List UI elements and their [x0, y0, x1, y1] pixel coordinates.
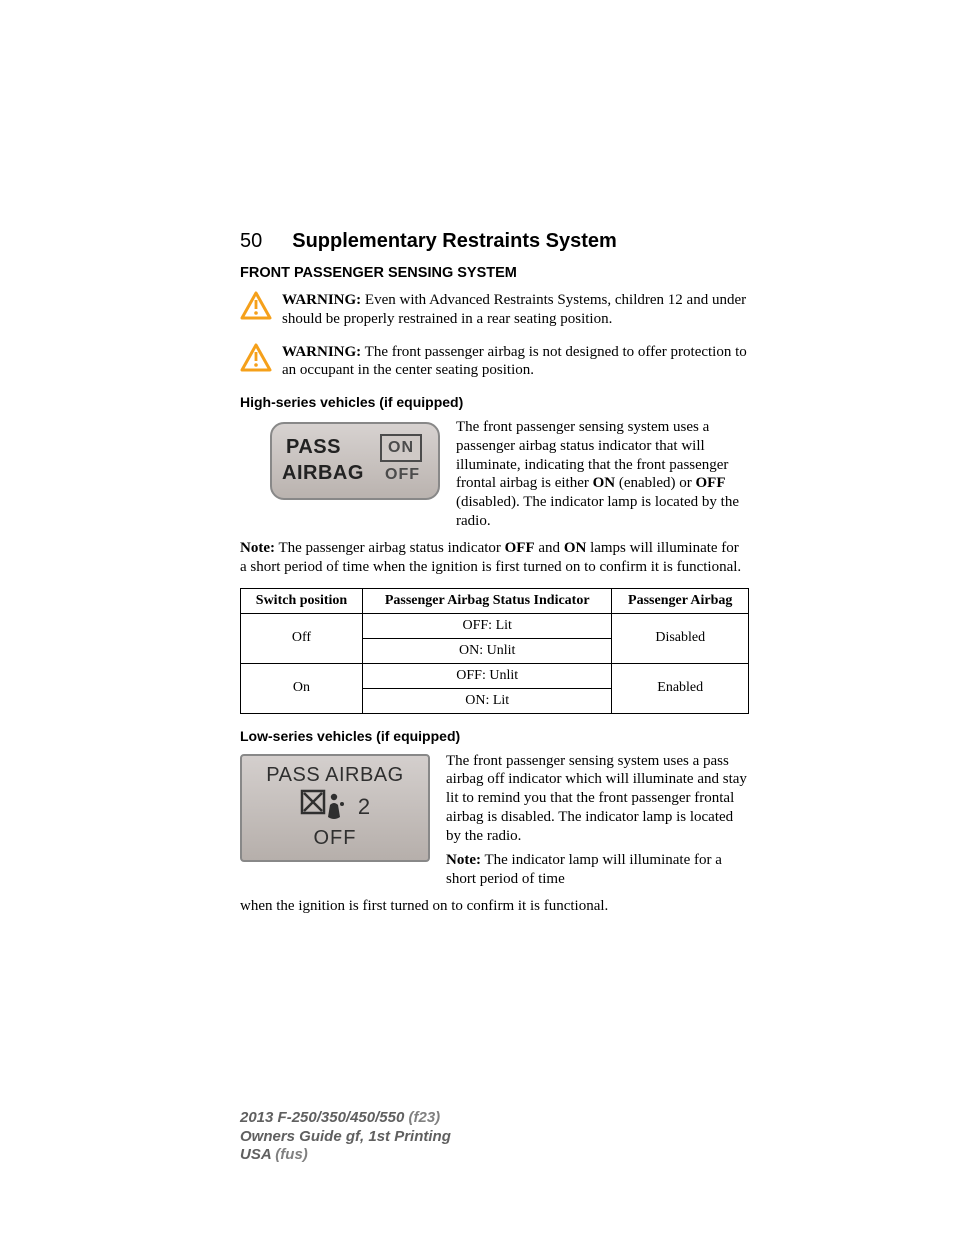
on-word: ON	[564, 540, 587, 556]
text-fragment: and	[535, 540, 564, 556]
airbag-status-table: Switch position Passenger Airbag Status …	[240, 588, 749, 714]
indicator-symbol-row: 2	[300, 789, 370, 825]
off-word: OFF	[696, 475, 726, 491]
table-cell: OFF: Unlit	[362, 663, 611, 688]
footer-line: 2013 F-250/350/450/550 (f23)	[240, 1109, 451, 1128]
warning-icon	[240, 343, 272, 373]
table-cell: Disabled	[612, 613, 749, 663]
table-cell: OFF: Lit	[362, 613, 611, 638]
low-series-figure: PASS AIRBAG 2 OFF	[240, 752, 430, 862]
high-series-figure: PASS AIRBAG ON OFF	[240, 418, 440, 500]
table-cell: ON: Lit	[362, 688, 611, 713]
warning-text: WARNING: Even with Advanced Restraints S…	[282, 291, 749, 329]
note-label: Note:	[240, 540, 275, 556]
warning-block: WARNING: The front passenger airbag is n…	[240, 343, 749, 381]
table-cell: Enabled	[612, 663, 749, 713]
text-fragment: (enabled) or	[615, 475, 695, 491]
low-series-row: PASS AIRBAG 2 OFF The front passenger se…	[240, 752, 749, 889]
table-header-row: Switch position Passenger Airbag Status …	[241, 588, 749, 613]
table-row: On OFF: Unlit Enabled	[241, 663, 749, 688]
indicator-airbag-label: AIRBAG	[282, 462, 364, 485]
footer-code: (fus)	[271, 1146, 308, 1163]
warning-label: WARNING:	[282, 344, 361, 360]
high-series-row: PASS AIRBAG ON OFF The front passenger s…	[240, 418, 749, 531]
footer-region: USA	[240, 1146, 271, 1163]
footer-model: 2013 F-250/350/450/550	[240, 1109, 404, 1126]
chapter-title: Supplementary Restraints System	[292, 230, 617, 253]
off-word: OFF	[505, 540, 535, 556]
warning-label: WARNING:	[282, 292, 361, 308]
note-paragraph: Note: The indicator lamp will illuminate…	[446, 851, 749, 889]
continuation-text: when the ignition is first turned on to …	[240, 897, 749, 917]
note-paragraph: Note: The passenger airbag status indica…	[240, 539, 749, 578]
section-heading: FRONT PASSENGER SENSING SYSTEM	[240, 265, 749, 281]
table-cell: ON: Unlit	[362, 638, 611, 663]
table-cell: On	[241, 663, 363, 713]
page: 50 Supplementary Restraints System FRONT…	[0, 0, 954, 1235]
table-header: Passenger Airbag Status Indicator	[362, 588, 611, 613]
page-header: 50 Supplementary Restraints System	[240, 230, 749, 253]
indicator-top-label: PASS AIRBAG	[266, 764, 403, 787]
low-series-text: The front passenger sensing system uses …	[446, 752, 749, 889]
text-paragraph: The front passenger sensing system uses …	[446, 752, 749, 846]
warning-icon	[240, 291, 272, 321]
table-header: Switch position	[241, 588, 363, 613]
pass-airbag-indicator-panel: PASS AIRBAG ON OFF	[270, 422, 440, 500]
warning-block: WARNING: Even with Advanced Restraints S…	[240, 291, 749, 329]
indicator-off-label: OFF	[385, 466, 420, 484]
warning-text: WARNING: The front passenger airbag is n…	[282, 343, 749, 381]
table-cell: Off	[241, 613, 363, 663]
text-fragment: The passenger airbag status indicator	[275, 540, 505, 556]
airbag-off-icon	[300, 789, 354, 825]
text-fragment: The indicator lamp will illuminate for a…	[446, 852, 722, 887]
page-footer: 2013 F-250/350/450/550 (f23) Owners Guid…	[240, 1109, 451, 1165]
subheading-low-series: Low-series vehicles (if equipped)	[240, 728, 749, 744]
note-label: Note:	[446, 852, 481, 868]
indicator-two-label: 2	[358, 794, 370, 820]
on-word: ON	[593, 475, 616, 491]
page-number: 50	[240, 230, 262, 253]
footer-line: USA (fus)	[240, 1146, 451, 1165]
footer-code: (f23)	[404, 1109, 440, 1126]
footer-line: Owners Guide gf, 1st Printing	[240, 1128, 451, 1147]
subheading-high-series: High-series vehicles (if equipped)	[240, 394, 749, 410]
table-header: Passenger Airbag	[612, 588, 749, 613]
text-fragment: (disabled). The indicator lamp is locate…	[456, 494, 739, 529]
high-series-text: The front passenger sensing system uses …	[456, 418, 749, 531]
indicator-off-label: OFF	[314, 827, 357, 850]
pass-airbag-off-indicator: PASS AIRBAG 2 OFF	[240, 754, 430, 862]
indicator-on-label: ON	[380, 434, 422, 462]
table-row: Off OFF: Lit Disabled	[241, 613, 749, 638]
indicator-pass-label: PASS	[286, 436, 341, 459]
